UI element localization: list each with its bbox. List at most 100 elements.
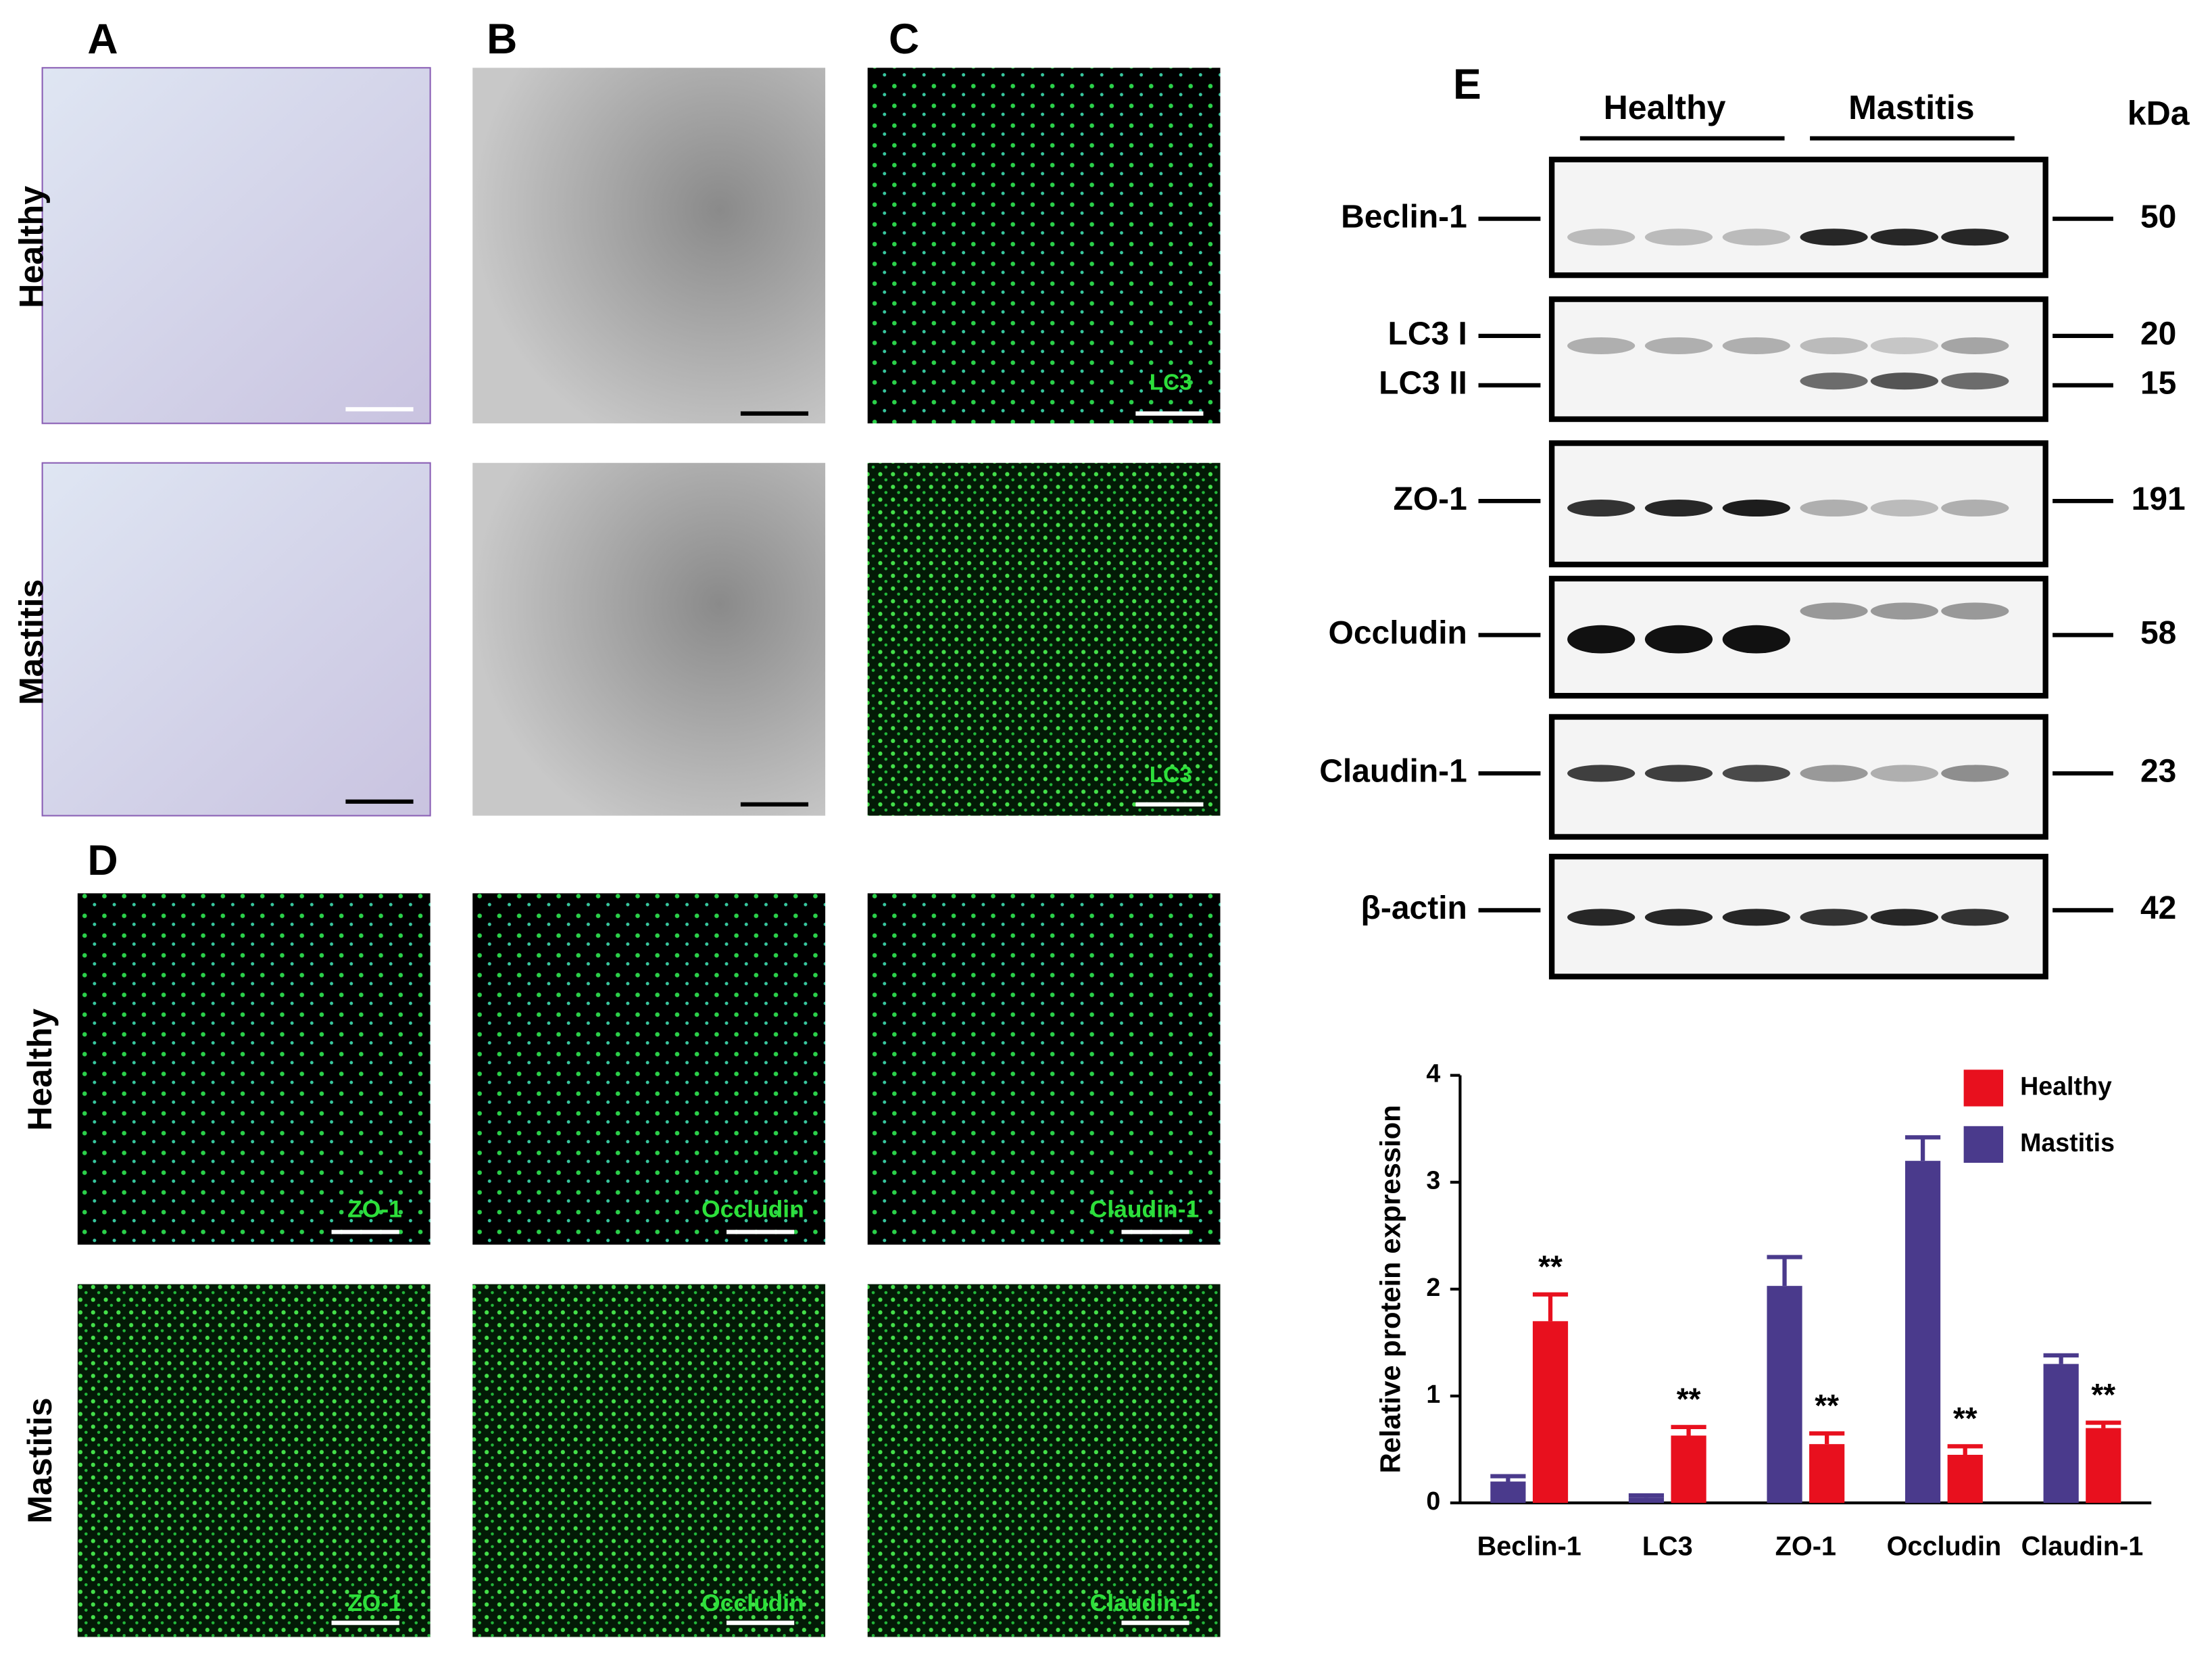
- blot-group: Mastitis: [1848, 89, 1974, 126]
- panel-letter: D: [87, 837, 118, 884]
- if-image: [867, 893, 1221, 1245]
- row-label: Mastitis: [21, 1397, 59, 1523]
- bar: [2043, 1364, 2079, 1503]
- kda-label: 15: [2140, 366, 2176, 402]
- if-image: [867, 1284, 1221, 1637]
- y-axis-label: Relative protein expression: [1374, 1105, 1406, 1473]
- if-image: [77, 1284, 431, 1637]
- band: [1870, 909, 1939, 926]
- image-label: LC3: [1150, 370, 1192, 395]
- band: [1644, 500, 1713, 517]
- band: [1567, 500, 1636, 517]
- band: [1870, 372, 1939, 390]
- kda-label: 20: [2140, 316, 2176, 352]
- x-tick-label: LC3: [1642, 1531, 1693, 1561]
- blot-box: [1548, 296, 2048, 423]
- band: [1644, 909, 1713, 926]
- blot-group: Healthy: [1604, 89, 1726, 126]
- band: [1941, 909, 2009, 926]
- bar: [1671, 1435, 1706, 1503]
- he-image: [41, 67, 431, 425]
- row-label: Mastitis: [12, 579, 50, 705]
- band: [1722, 909, 1790, 926]
- band: [1800, 765, 1868, 782]
- legend-label: Mastitis: [2020, 1128, 2115, 1157]
- band: [1870, 602, 1939, 620]
- blot-box: [1548, 156, 2048, 279]
- protein-label: LC3 II: [1379, 366, 1467, 402]
- band: [1722, 765, 1790, 782]
- if-image: [867, 68, 1221, 424]
- band: [1722, 625, 1790, 654]
- band: [1941, 372, 2009, 390]
- bar: [1904, 1161, 1941, 1503]
- band: [1567, 625, 1636, 654]
- significance: **: [1677, 1381, 1701, 1416]
- significance: **: [1538, 1249, 1563, 1284]
- band: [1941, 337, 2009, 355]
- band: [1722, 500, 1790, 517]
- band: [1800, 602, 1868, 620]
- significance: **: [2091, 1377, 2115, 1412]
- panel-letter: C: [889, 16, 919, 63]
- bar: [1628, 1497, 1665, 1503]
- band: [1870, 765, 1939, 782]
- x-tick-label: Occludin: [1887, 1531, 2002, 1561]
- y-tick-label: 3: [1426, 1166, 1440, 1195]
- bar: [1767, 1286, 1802, 1503]
- band: [1941, 500, 2009, 517]
- y-tick-label: 4: [1426, 1059, 1440, 1088]
- legend-swatch: [1963, 1126, 2004, 1163]
- bar: [1809, 1444, 1845, 1503]
- image-label: ZO-1: [347, 1195, 402, 1222]
- band: [1941, 228, 2009, 246]
- protein-label: ZO-1: [1394, 481, 1467, 517]
- band: [1644, 625, 1713, 654]
- y-tick-label: 1: [1426, 1380, 1440, 1408]
- if-image: [472, 1284, 826, 1637]
- protein-label: Claudin-1: [1319, 754, 1467, 790]
- row-label: Healthy: [21, 1009, 59, 1131]
- y-tick-label: 2: [1426, 1273, 1440, 1301]
- band: [1567, 909, 1636, 926]
- band: [1567, 765, 1636, 782]
- bar: [1532, 1321, 1569, 1503]
- protein-label: Occludin: [1329, 615, 1467, 651]
- x-tick-label: ZO-1: [1775, 1531, 1836, 1561]
- band: [1800, 372, 1868, 390]
- legend-swatch: [1963, 1069, 2004, 1107]
- band: [1722, 228, 1790, 246]
- bar: [2086, 1428, 2121, 1503]
- he-image: [41, 462, 431, 817]
- band: [1800, 500, 1868, 517]
- band: [1644, 228, 1713, 246]
- band: [1941, 765, 2009, 782]
- significance: **: [1815, 1388, 1839, 1423]
- kda-label: 58: [2140, 615, 2176, 651]
- blot-box: [1548, 714, 2048, 840]
- image-label: LC3: [1150, 763, 1192, 788]
- protein-label: β-actin: [1361, 890, 1467, 926]
- unit-label: kDa: [2128, 94, 2190, 132]
- band: [1644, 765, 1713, 782]
- bar: [1947, 1454, 1983, 1503]
- x-tick-label: Claudin-1: [2021, 1531, 2144, 1561]
- kda-label: 191: [2132, 481, 2186, 517]
- image-label: Claudin-1: [1090, 1589, 1200, 1616]
- tem-image: [472, 68, 826, 424]
- band: [1800, 909, 1868, 926]
- image-label: Occludin: [702, 1589, 804, 1616]
- kda-label: 50: [2140, 199, 2176, 235]
- band: [1870, 337, 1939, 355]
- band: [1567, 337, 1636, 355]
- panel-letter: A: [87, 16, 118, 63]
- bar: [1490, 1481, 1526, 1503]
- row-label: Healthy: [12, 186, 50, 308]
- significance: **: [1953, 1401, 1977, 1436]
- if-image: [472, 893, 826, 1245]
- band: [1800, 228, 1868, 246]
- band: [1644, 337, 1713, 355]
- legend-label: Healthy: [2020, 1072, 2112, 1100]
- band: [1870, 228, 1939, 246]
